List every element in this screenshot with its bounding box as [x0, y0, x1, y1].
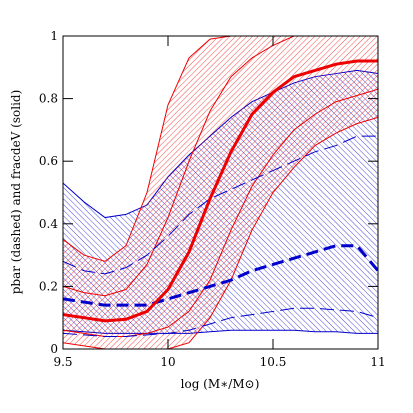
- line: [63, 307, 378, 337]
- band-edge: [63, 36, 378, 262]
- x-tick-label: 10.5: [260, 355, 287, 369]
- y-tick-label: 0.2: [39, 279, 58, 293]
- line: [63, 59, 378, 323]
- frame: [62, 35, 379, 350]
- y-tick-label: 0.8: [39, 92, 58, 106]
- y-axis-label: pbar (dashed) and fracdeV (solid): [9, 90, 23, 295]
- x-tick-label: 11: [370, 355, 385, 369]
- x-axis-label: log (M∗/M⊙): [181, 377, 260, 391]
- y-tick-label: 0: [50, 342, 58, 356]
- plot-area: [63, 36, 378, 349]
- band-edge: [63, 116, 378, 349]
- line: [63, 135, 378, 275]
- x-tick-label: 9.5: [53, 355, 72, 369]
- y-tick-label: 0.6: [39, 154, 58, 168]
- line: [63, 244, 378, 307]
- line: [63, 36, 378, 297]
- y-tick-label: 1: [50, 29, 58, 43]
- x-tick-label: 10: [160, 355, 175, 369]
- y-tick-label: 0.4: [39, 217, 58, 231]
